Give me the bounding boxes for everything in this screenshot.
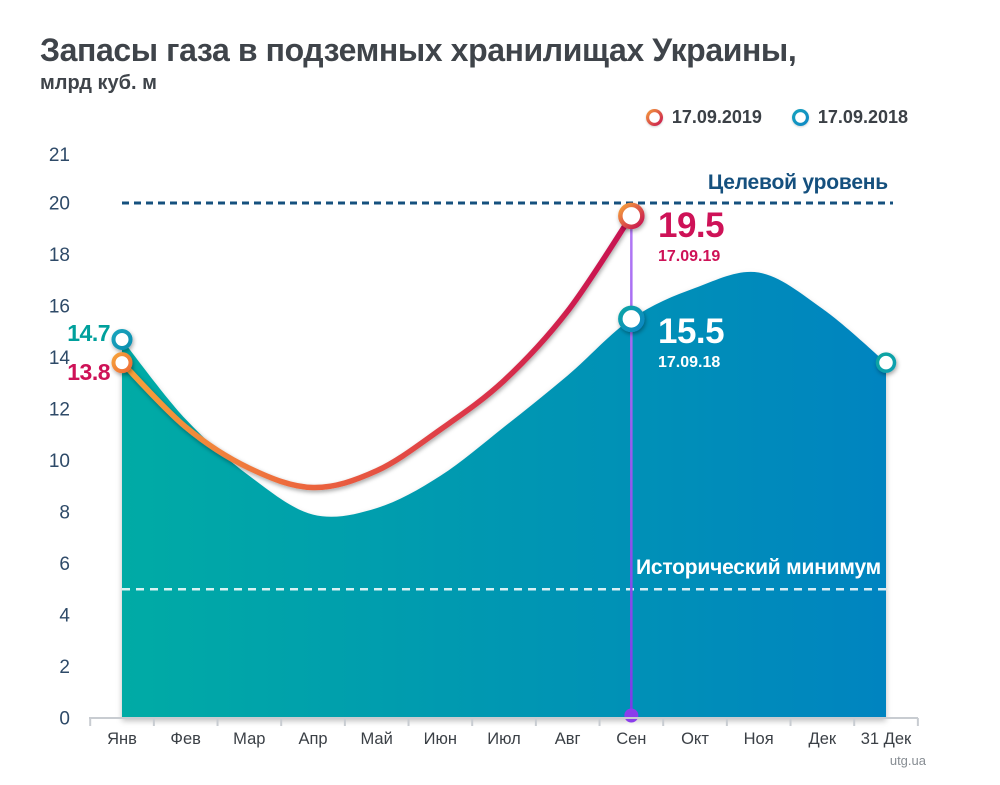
ring-marker <box>618 305 645 333</box>
month-label: Ноя <box>744 730 774 748</box>
y-tick-label: 6 <box>59 554 70 575</box>
area-2018 <box>122 271 886 718</box>
date-label-2019: 17.09.19 <box>658 248 721 265</box>
month-label: Дек <box>809 730 837 748</box>
y-tick-label: 0 <box>59 709 70 730</box>
month-label: Май <box>361 730 393 748</box>
y-tick-label: 16 <box>49 297 70 318</box>
y-tick-label: 14 <box>49 348 71 369</box>
y-tick-label: 4 <box>59 606 70 627</box>
start-value-2019: 13.8 <box>67 359 110 385</box>
legend: 17.09.2019 17.09.2018 <box>645 107 908 128</box>
legend-item-2018: 17.09.2018 <box>791 107 908 128</box>
month-label: Июн <box>424 730 457 748</box>
ring-marker <box>875 352 897 373</box>
legend-item-2019: 17.09.2019 <box>645 107 762 128</box>
value-label-2018: 15.5 <box>658 312 725 351</box>
month-label: Фев <box>170 730 201 748</box>
month-label: Июл <box>487 730 521 748</box>
start-value-2018: 14.7 <box>67 320 110 346</box>
y-tick-label: 12 <box>49 400 70 421</box>
purple-axis-dot <box>624 708 639 723</box>
callout-2019: 19.5 17.09.19 <box>658 206 725 265</box>
y-tick-label: 8 <box>59 503 70 524</box>
month-label: Мар <box>233 730 265 748</box>
historical-min-label: Исторический минимум <box>635 556 881 579</box>
month-label: Авг <box>555 730 581 748</box>
ring-marker <box>111 352 133 374</box>
y-tick-label: 18 <box>49 245 70 266</box>
target-level-label: Целевой уровень <box>707 171 888 194</box>
legend-label-2019: 17.09.2019 <box>671 107 762 127</box>
month-label: Янв <box>107 730 137 748</box>
watermark: utg.ua <box>889 753 926 768</box>
ring-marker <box>618 202 645 230</box>
value-label-2019: 19.5 <box>658 206 725 245</box>
line-2019 <box>119 213 635 491</box>
y-tick-label: 2 <box>59 657 70 678</box>
date-label-2018: 17.09.18 <box>658 354 721 371</box>
ring-icon-2019 <box>645 109 663 126</box>
month-label: Апр <box>298 730 327 748</box>
month-label: 31 Дек <box>861 730 912 748</box>
page-title: Запасы газа в подземных хранилищах Украи… <box>40 32 797 68</box>
month-label: Сен <box>616 730 646 748</box>
y-tick-label: 10 <box>49 451 70 472</box>
callout-2018: 15.5 17.09.18 <box>658 312 725 371</box>
ring-marker <box>111 328 133 350</box>
ring-icon-2018 <box>791 109 809 126</box>
page-subtitle: млрд куб. м <box>40 72 157 94</box>
month-label: Окт <box>681 730 709 748</box>
y-tick-label: 21 <box>49 145 70 166</box>
legend-label-2018: 17.09.2018 <box>817 107 908 127</box>
y-tick-label: 20 <box>49 194 70 215</box>
